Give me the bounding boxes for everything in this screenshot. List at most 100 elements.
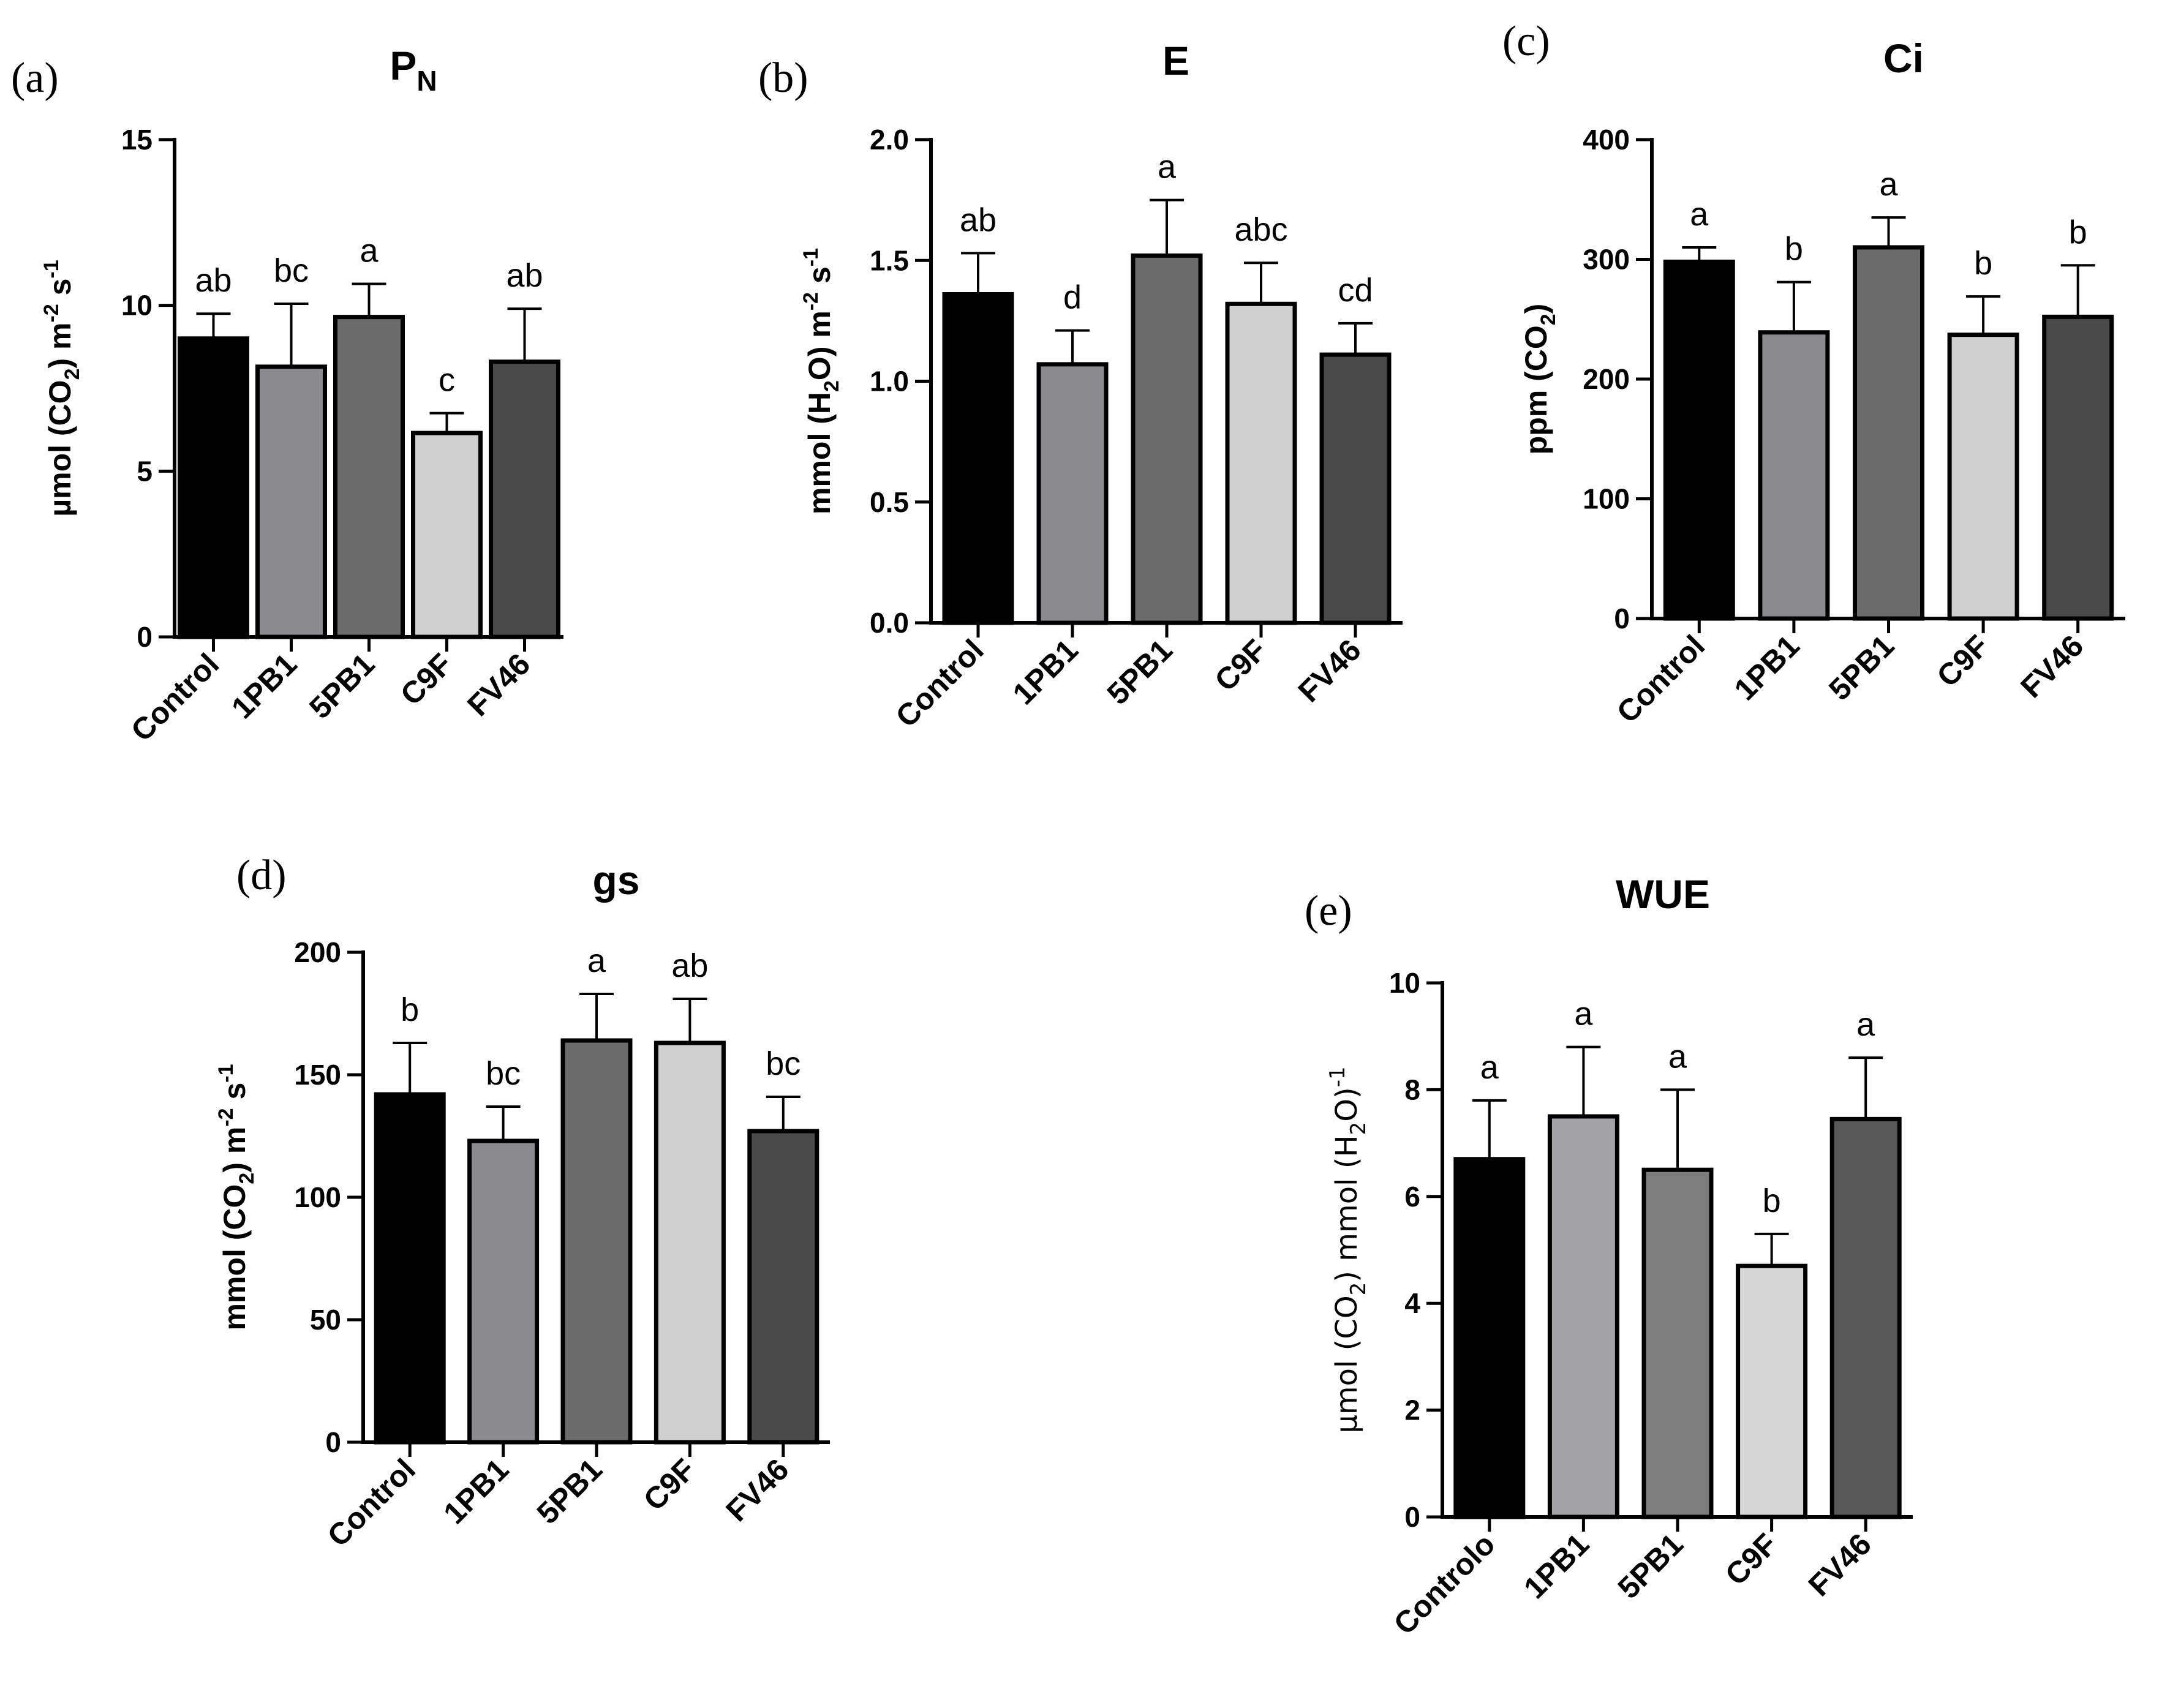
significance-label: ab	[671, 947, 708, 984]
bar	[1947, 333, 2019, 621]
ylabel-part: Ci	[1883, 36, 1924, 81]
y-tick-label: 1.5	[870, 244, 909, 276]
x-tick-label: 1PB1	[1006, 633, 1085, 711]
y-axis-title: µmol (CO2) mmol (H2O)-1	[1325, 1066, 1371, 1433]
x-tick-label: Control	[124, 647, 225, 748]
x-tick-label: C9F	[637, 1452, 702, 1517]
ylabel-part: ) mmol (H	[1330, 1135, 1364, 1282]
significance-label: a	[1856, 1006, 1875, 1043]
x-tick-label: 5PB1	[530, 1452, 609, 1530]
panel-title: E	[1162, 38, 1189, 83]
y-tick-label: 400	[1583, 124, 1630, 156]
significance-label: cd	[1338, 272, 1373, 309]
significance-label: b	[401, 991, 419, 1028]
x-tick-label: 1PB1	[1728, 628, 1806, 707]
panel-title: WUE	[1616, 871, 1710, 917]
y-axis-title: µmol (CO2) m-2 s-1	[40, 260, 84, 516]
significance-label: ab	[960, 201, 996, 238]
bar	[1225, 301, 1297, 625]
ylabel-part: -2	[214, 1108, 238, 1126]
ylabel-part: s	[217, 1083, 252, 1108]
ylabel-part: ) m	[43, 323, 77, 369]
x-tick-label: C9F	[1930, 628, 1995, 693]
y-tick-label: 15	[121, 124, 153, 156]
panel-letter: (c)	[1502, 18, 1550, 65]
bar	[1131, 253, 1203, 625]
x-tick-label: FV46	[719, 1452, 795, 1528]
ylabel-part: N	[416, 65, 437, 97]
y-tick-label: 1.0	[870, 366, 909, 397]
x-tick-label: 5PB1	[1822, 628, 1901, 707]
ylabel-part: P	[390, 43, 416, 88]
bar	[467, 1138, 540, 1445]
bar	[1853, 245, 1924, 621]
ylabel-part: 2	[1346, 1122, 1371, 1135]
significance-label: d	[1063, 279, 1082, 316]
y-tick-label: 0	[137, 621, 153, 653]
panel-letter: (b)	[758, 55, 808, 102]
bar	[489, 359, 560, 639]
x-tick-label: FV46	[1802, 1527, 1878, 1603]
x-tick-label: 1PB1	[225, 647, 303, 725]
bar	[1758, 330, 1830, 621]
ylabel-part: µmol (CO	[43, 380, 77, 516]
ylabel-part: -1	[1325, 1066, 1350, 1087]
y-tick-label: 10	[1389, 967, 1420, 999]
x-tick-label: C9F	[1208, 633, 1273, 698]
bar	[1829, 1116, 1902, 1519]
panel-title: Ci	[1883, 36, 1924, 81]
significance-label: b	[1974, 245, 1992, 282]
ylabel-part: -1	[40, 260, 63, 278]
panel-letter: (a)	[11, 55, 59, 102]
y-tick-label: 50	[310, 1304, 341, 1336]
y-tick-label: 5	[137, 455, 153, 487]
y-tick-label: 100	[1583, 483, 1630, 515]
x-tick-label: 5PB1	[1611, 1527, 1690, 1605]
x-tick-label: Control	[1610, 628, 1711, 729]
significance-label: bc	[766, 1045, 801, 1082]
y-tick-label: 0	[1614, 603, 1630, 634]
ylabel-part: mmol (H	[802, 392, 837, 514]
bar	[942, 292, 1014, 625]
panel-letter: (d)	[236, 852, 287, 899]
ylabel-part: 2	[1346, 1282, 1371, 1296]
ylabel-part: 2	[820, 380, 843, 392]
x-tick-label: FV46	[1292, 633, 1368, 709]
chart-panel-d: (d) gs mmol (CO2) m-2 s-1 0 50 100 150 200 b Cont…	[214, 852, 830, 1553]
bar	[747, 1129, 819, 1445]
bar	[411, 431, 483, 639]
ylabel-part: 2	[61, 369, 84, 380]
bar	[1319, 352, 1392, 625]
significance-label: a	[587, 942, 606, 979]
bar	[1663, 259, 1735, 621]
bar	[1547, 1114, 1619, 1519]
y-tick-label: 2.0	[870, 124, 909, 156]
x-tick-label: 5PB1	[303, 647, 381, 725]
y-tick-label: 10	[121, 290, 153, 322]
ylabel-part: )	[1519, 304, 1553, 314]
ylabel-part: -2	[799, 292, 823, 310]
x-tick-label: Control	[889, 633, 990, 734]
ylabel-part: -1	[799, 248, 823, 266]
ylabel-part: WUE	[1616, 871, 1710, 917]
bar	[374, 1092, 446, 1445]
chart-panel-c: (c) Ci ppm (CO2) 0 100 200 300 400 a Control b 1PB1…	[1502, 18, 2125, 729]
significance-label: b	[2069, 214, 2087, 250]
bar	[654, 1040, 726, 1445]
bar	[178, 336, 249, 639]
ylabel-part: 2	[1537, 314, 1560, 325]
ylabel-part: ) m	[217, 1127, 252, 1173]
ylabel-part: E	[1162, 38, 1189, 83]
bar	[1036, 362, 1109, 625]
x-tick-label: C9F	[1719, 1527, 1784, 1592]
ylabel-part: s	[43, 279, 77, 304]
panel-letter: (e)	[1305, 887, 1352, 935]
bar	[1736, 1263, 1808, 1519]
y-axis-title: mmol (H2O) m-2 s-1	[799, 248, 843, 514]
y-tick-label: 4	[1404, 1287, 1420, 1319]
ylabel-part: gs	[592, 857, 639, 903]
bar	[1453, 1157, 1526, 1519]
